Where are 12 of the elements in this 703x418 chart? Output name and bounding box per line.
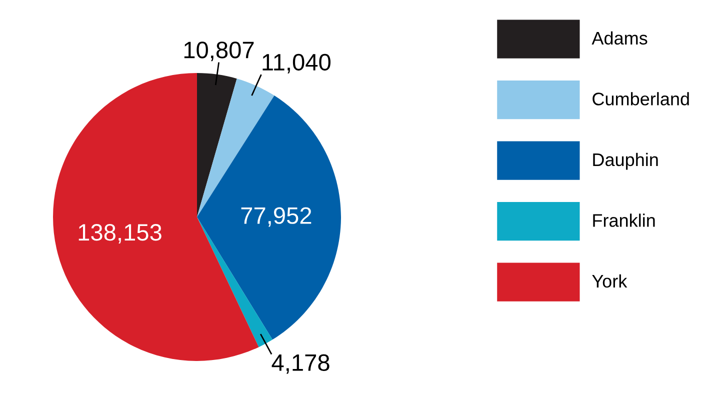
data-label: 10,807 [184,42,254,62]
pie-slice [197,96,341,340]
pie-slice [197,73,237,217]
data-label: 11,040 [262,54,330,74]
legend-label: Dauphin [593,152,658,170]
legend-label: Franklin [593,214,655,227]
legend-label: York [592,274,628,288]
legend-label: Cumberland [592,92,689,106]
legend-label: Adams [592,31,648,45]
data-label: 4,178 [272,354,330,374]
data-label: 138,153 [78,224,162,244]
data-label: 77,952 [241,207,312,227]
